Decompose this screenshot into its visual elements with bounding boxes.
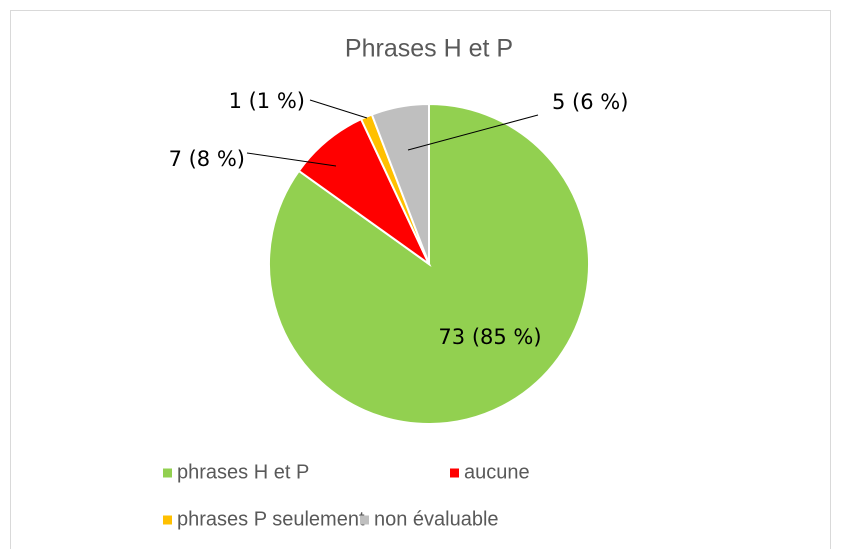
- pie-slice: [370, 102, 430, 265]
- data-label: 73 (85 %): [438, 325, 541, 349]
- leader-line: [246, 152, 337, 167]
- legend-label: phrases P seulement: [177, 508, 365, 530]
- legend-label: aucune: [464, 461, 530, 483]
- data-label: 5 (6 %): [552, 90, 628, 114]
- chart-title: Phrases H et P: [345, 35, 513, 63]
- leader-line: [309, 99, 368, 119]
- leader-line: [407, 114, 539, 151]
- legend-swatch: [163, 515, 172, 525]
- legend-swatch: [450, 468, 459, 478]
- legend-swatch: [163, 468, 172, 478]
- legend-label: phrases H et P: [177, 461, 309, 483]
- data-label: 7 (8 %): [169, 147, 245, 171]
- legend-swatch: [360, 515, 369, 525]
- legend-label: non évaluable: [374, 508, 499, 530]
- data-label: 1 (1 %): [229, 89, 305, 113]
